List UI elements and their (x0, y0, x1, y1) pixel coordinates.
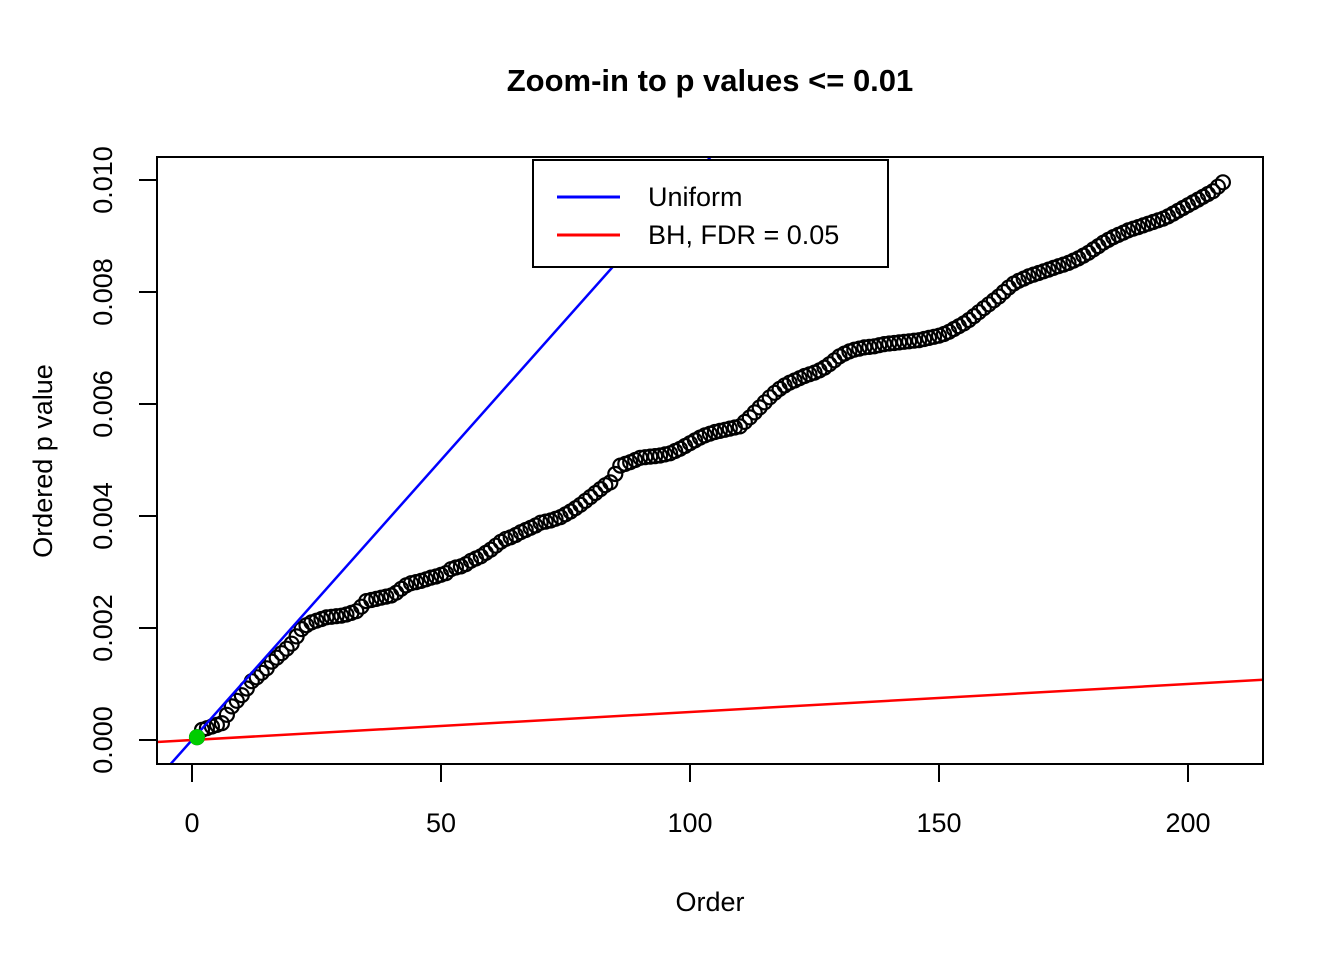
data-point-circle (741, 409, 758, 426)
plot-area: 0 50 100 150 200 0.000 0.002 0.004 0.006 0.008 0.0… (88, 146, 1264, 838)
y-tick-label: 0.002 (88, 594, 118, 662)
data-point-circle (970, 304, 987, 321)
x-tick-label: 100 (667, 808, 712, 838)
data-point-circle (1209, 178, 1227, 195)
data-point-circle (572, 496, 589, 513)
legend-label-bh: BH, FDR = 0.05 (648, 220, 839, 250)
data-point-circle (253, 664, 270, 681)
data-point-circle (482, 541, 499, 558)
data-point-circle (587, 484, 604, 502)
x-tick-label: 150 (916, 808, 961, 838)
data-point-circle (856, 339, 873, 356)
data-point-circle (607, 465, 624, 483)
data-point-circle (736, 413, 753, 430)
data-point-circle (861, 338, 878, 355)
data-point-circle (213, 715, 230, 732)
data-point-circle (756, 394, 773, 411)
data-point-circle (960, 311, 978, 329)
x-tick-label: 200 (1165, 808, 1210, 838)
data-point-circle (985, 292, 1002, 309)
y-tick-label: 0.010 (88, 146, 118, 214)
data-point-circle (263, 653, 280, 670)
y-tick-label: 0.008 (88, 258, 118, 326)
y-axis-label: Ordered p value (28, 364, 58, 558)
bh-threshold-line (157, 678, 1263, 744)
data-point-circle (268, 649, 285, 666)
x-tick-label: 50 (426, 808, 456, 838)
uniform-line (168, 157, 713, 764)
data-point-circle (965, 308, 983, 325)
legend-label-uniform: Uniform (648, 182, 743, 212)
data-point-circle (751, 399, 768, 416)
data-point-circle (746, 404, 763, 421)
data-point-circle (273, 645, 290, 662)
data-point-circle (895, 333, 913, 350)
data-point-circle (646, 448, 664, 465)
data-point-circle (821, 356, 838, 373)
data-point-circle (761, 389, 778, 406)
y-tick-label: 0.000 (88, 706, 118, 774)
data-point-circle (1214, 174, 1232, 191)
data-point-circle (602, 474, 619, 491)
data-point-circle (975, 300, 992, 317)
data-point-circle (995, 283, 1012, 301)
y-tick-label: 0.004 (88, 482, 118, 550)
data-point-circle (876, 336, 893, 353)
data-point-circle (642, 448, 659, 465)
legend-box (532, 159, 889, 268)
data-point-circle (582, 488, 599, 506)
data-point-circle (348, 603, 365, 620)
data-point-circle (980, 296, 997, 313)
data-point-circle (900, 333, 918, 350)
data-point-circle (577, 492, 594, 509)
data-point-circle (990, 288, 1007, 305)
data-point-circle (248, 669, 265, 686)
data-point-circle (218, 706, 235, 723)
data-point-circle (1204, 183, 1222, 200)
x-tick-label: 0 (184, 808, 199, 838)
significant-point (188, 729, 205, 746)
x-axis-label: Order (675, 887, 744, 917)
data-point-circle (905, 332, 923, 349)
data-point-circle (731, 418, 748, 435)
legend: Uniform BH, FDR = 0.05 (532, 159, 889, 268)
data-point-circle (328, 608, 345, 625)
data-point-circle (323, 608, 340, 625)
plot-border (156, 156, 1264, 765)
data-point-circle (278, 640, 295, 657)
y-tick-label: 0.006 (88, 370, 118, 438)
chart-title: Zoom-in to p values <= 0.01 (507, 63, 914, 98)
